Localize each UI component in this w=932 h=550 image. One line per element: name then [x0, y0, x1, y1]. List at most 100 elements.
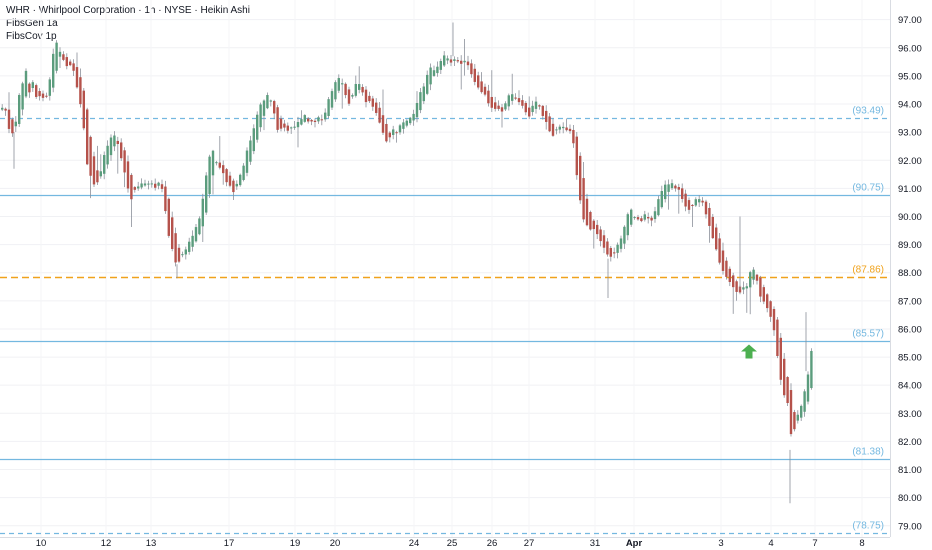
time-tick-label: 10 [36, 538, 47, 549]
candle [89, 135, 92, 199]
candle [735, 279, 738, 301]
candle [354, 75, 357, 98]
price-tick-label: 79.00 [898, 521, 922, 532]
time-tick-label: 8 [859, 538, 864, 549]
candle [779, 332, 782, 385]
candle [361, 84, 364, 96]
candle [402, 118, 405, 134]
candle [7, 92, 11, 134]
candle [728, 266, 731, 287]
time-tick-label: 3 [718, 538, 723, 549]
candle [194, 223, 198, 243]
candle [541, 105, 544, 120]
candle [623, 225, 626, 250]
candle [279, 115, 283, 132]
candle [188, 237, 191, 255]
candle [507, 93, 510, 111]
candle [650, 215, 653, 227]
candle [358, 66, 361, 94]
candle [150, 180, 153, 188]
candle [300, 110, 303, 126]
candle [11, 117, 14, 137]
candle [528, 96, 531, 120]
candle [681, 183, 684, 203]
time-tick-label: Apr [626, 538, 643, 549]
candle [307, 117, 310, 124]
time-tick-label: 4 [768, 538, 773, 549]
candle [715, 223, 718, 251]
buy-signal-arrow-icon [741, 344, 757, 359]
fib-level-label: (93.49) [852, 106, 884, 117]
price-tick-label: 85.00 [898, 353, 922, 364]
candle [86, 107, 89, 166]
candle [415, 91, 419, 123]
candle [157, 181, 160, 190]
candle [752, 267, 755, 285]
candle [793, 409, 796, 432]
candle [677, 183, 680, 214]
candle [480, 72, 483, 94]
candle [504, 101, 507, 112]
time-tick-label: 31 [590, 538, 601, 549]
candle [381, 89, 385, 135]
candle [177, 243, 181, 264]
candle [72, 59, 75, 76]
candle [755, 273, 759, 285]
price-axis[interactable]: 97.00 96.00 95.00 94.00 93.00 92.00 91.00 90.00… [890, 0, 922, 537]
candle [133, 186, 136, 193]
candle [313, 118, 317, 128]
candle [198, 216, 201, 236]
candle [269, 99, 272, 107]
candle [120, 138, 123, 162]
candle [422, 83, 425, 105]
candle [31, 80, 34, 92]
candle [545, 105, 548, 130]
candle [371, 95, 374, 111]
candle [487, 84, 490, 107]
candle [48, 77, 51, 101]
time-axis[interactable]: 10 12 13 17 19 20 24 25 26 27 31 Apr 3 4 7 8 [0, 537, 890, 550]
candle [103, 151, 106, 180]
candle [208, 154, 211, 198]
price-tick-label: 84.00 [898, 381, 922, 392]
candle [653, 206, 657, 223]
candle [201, 193, 204, 242]
candle [1, 104, 4, 112]
candle [558, 124, 561, 134]
candle [460, 55, 463, 90]
chart-legend: WHR · Whirlpool Corporation · 1h · NYSE … [6, 4, 250, 43]
candle [470, 59, 473, 78]
candle [701, 197, 704, 207]
candle [266, 92, 269, 110]
candle [759, 275, 762, 303]
candle [232, 178, 235, 201]
legend-indicator-fibscov[interactable]: FibsCov 1p [6, 31, 57, 42]
candle [140, 178, 143, 190]
candle [375, 98, 378, 116]
candle [599, 226, 602, 247]
candle [137, 181, 140, 191]
candle [276, 104, 279, 133]
price-tick-label: 94.00 [898, 100, 922, 111]
price-tick-label: 86.00 [898, 324, 922, 335]
candle [606, 238, 609, 257]
time-tick-label: 20 [330, 538, 341, 549]
candle [687, 197, 691, 214]
candle [45, 92, 48, 99]
time-tick-label: 27 [524, 538, 535, 549]
candle [225, 167, 228, 187]
price-tick-label: 88.00 [898, 268, 922, 279]
candle [704, 199, 708, 219]
candle [296, 116, 300, 148]
legend-title: WHR · Whirlpool Corporation · 1h · NYSE … [6, 5, 250, 16]
candle [589, 210, 592, 231]
candle [711, 213, 714, 240]
candle [436, 61, 439, 77]
time-tick-label: 17 [224, 538, 235, 549]
candle [721, 242, 725, 275]
candle [796, 410, 799, 424]
candle [205, 172, 208, 215]
candle [769, 300, 772, 322]
legend-indicator-fibsgen[interactable]: FibsGen 1a [6, 18, 58, 29]
